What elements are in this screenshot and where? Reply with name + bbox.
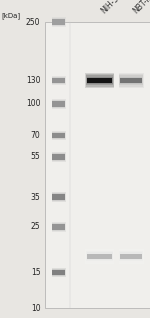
Bar	[52, 132, 65, 139]
Bar	[52, 154, 65, 160]
Bar	[52, 193, 65, 201]
Text: 70: 70	[31, 131, 40, 140]
Bar	[52, 224, 65, 230]
Text: 55: 55	[31, 152, 40, 162]
Bar	[52, 131, 66, 140]
Bar	[120, 77, 142, 84]
Bar	[86, 251, 113, 261]
Bar	[87, 78, 112, 83]
Bar	[120, 78, 142, 83]
Bar	[119, 249, 144, 264]
Bar	[119, 74, 143, 87]
Text: NBT-II: NBT-II	[131, 0, 150, 16]
Bar	[52, 99, 66, 108]
Bar	[52, 269, 65, 276]
Bar	[52, 100, 65, 107]
Bar	[52, 77, 65, 84]
Text: 250: 250	[26, 18, 40, 27]
Text: 35: 35	[31, 193, 40, 202]
Text: 25: 25	[31, 223, 40, 232]
Text: 10: 10	[31, 304, 40, 313]
Bar	[86, 75, 113, 86]
Bar	[85, 249, 114, 264]
Bar	[86, 250, 114, 263]
Bar	[85, 73, 114, 88]
Bar	[120, 252, 142, 260]
Bar	[52, 194, 65, 200]
Bar	[52, 133, 65, 138]
Bar	[52, 222, 66, 232]
Bar	[87, 254, 112, 259]
Text: [kDa]: [kDa]	[2, 12, 21, 19]
Bar	[120, 251, 143, 261]
Bar	[45, 22, 150, 308]
Bar	[52, 153, 65, 161]
Bar	[52, 17, 66, 27]
Bar	[87, 77, 113, 84]
Bar	[52, 270, 65, 275]
Bar	[52, 18, 65, 26]
Bar	[52, 78, 65, 83]
Bar	[52, 19, 65, 25]
Bar	[119, 73, 144, 88]
Bar	[120, 254, 142, 259]
Bar	[52, 192, 66, 202]
Text: 15: 15	[31, 268, 40, 277]
Bar	[52, 101, 65, 107]
Bar	[86, 74, 114, 87]
Bar	[52, 223, 65, 231]
Text: NIH-3T3: NIH-3T3	[100, 0, 128, 16]
Bar	[119, 250, 143, 263]
Bar	[52, 152, 66, 162]
Bar	[52, 76, 66, 85]
Text: 130: 130	[26, 76, 40, 85]
Bar	[52, 268, 66, 277]
Bar	[120, 75, 143, 86]
Bar	[87, 252, 113, 260]
Text: 100: 100	[26, 99, 40, 108]
